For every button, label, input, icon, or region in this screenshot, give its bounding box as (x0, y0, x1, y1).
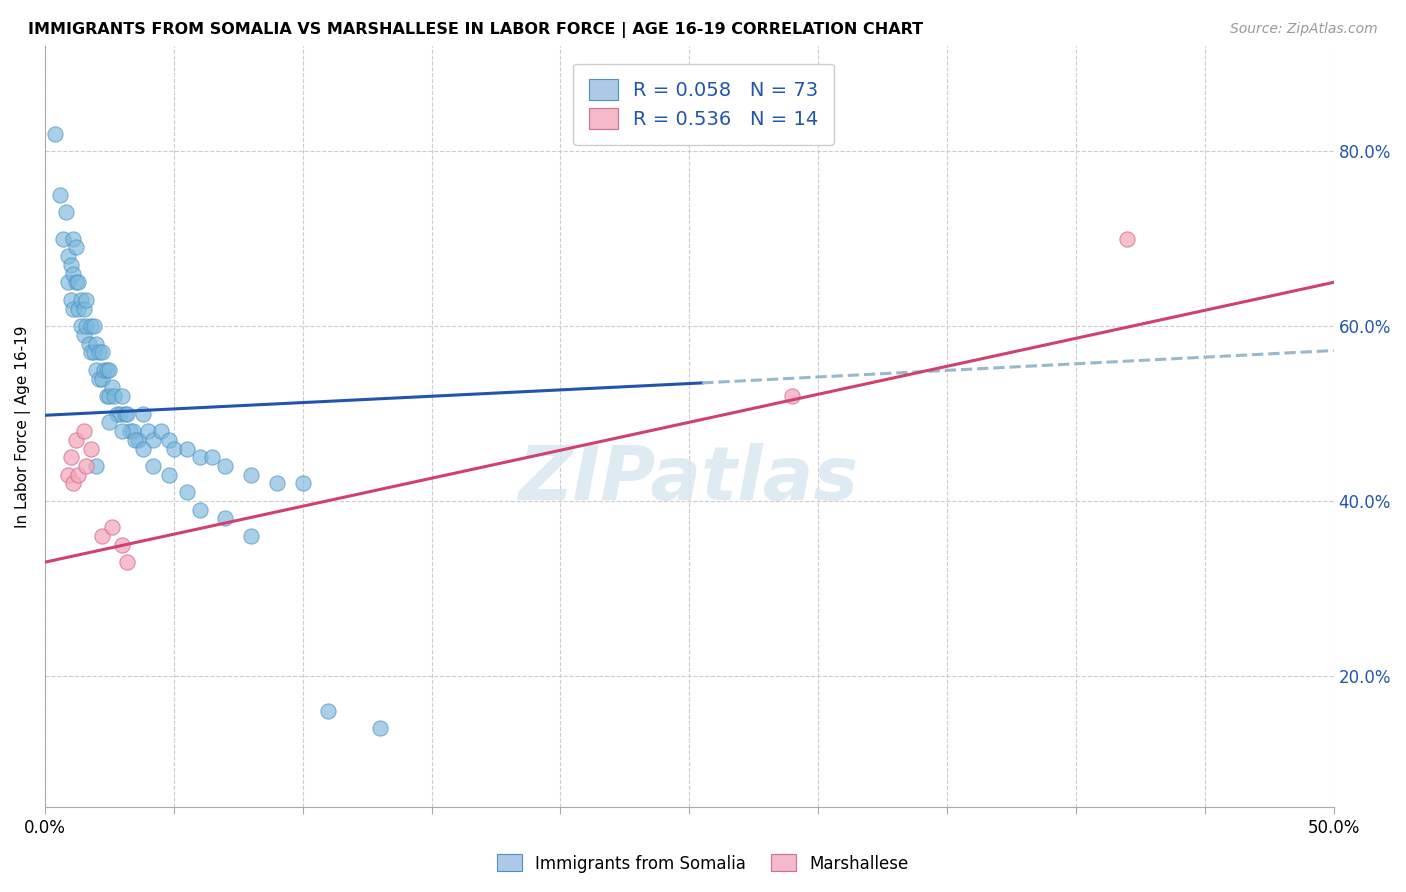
Point (65, 433, 87, 447)
Point (98, 363, 121, 377)
Point (90, 345, 112, 359)
Point (124, 433, 146, 447)
Point (67, 301, 90, 316)
Point (44, 127, 66, 141)
Point (157, 467, 180, 482)
Point (77, 336, 100, 351)
Point (108, 407, 131, 421)
Point (114, 407, 136, 421)
Point (93, 363, 115, 377)
Point (101, 520, 124, 534)
Point (240, 529, 263, 543)
Y-axis label: In Labor Force | Age 16-19: In Labor Force | Age 16-19 (15, 326, 31, 528)
Point (65, 240, 87, 254)
Point (121, 424, 143, 438)
Point (55, 205, 77, 219)
Point (136, 424, 159, 438)
Point (56, 249, 79, 263)
Point (368, 722, 391, 736)
Point (80, 442, 103, 456)
Point (83, 345, 105, 359)
Point (86, 363, 108, 377)
Point (75, 458, 97, 473)
Point (111, 389, 134, 403)
Point (90, 371, 112, 385)
Point (59, 258, 82, 272)
Point (127, 433, 149, 447)
Point (96, 389, 118, 403)
Legend: Immigrants from Somalia, Marshallese: Immigrants from Somalia, Marshallese (491, 847, 915, 880)
Point (56, 276, 79, 290)
Point (87, 345, 110, 359)
Point (142, 433, 165, 447)
Text: ZIPatlas: ZIPatlas (519, 443, 859, 516)
Point (214, 511, 236, 525)
Point (132, 407, 155, 421)
Point (62, 476, 84, 491)
Point (67, 276, 90, 290)
Point (111, 424, 134, 438)
Point (201, 450, 224, 465)
Point (62, 232, 84, 246)
Point (72, 424, 94, 438)
Point (96, 363, 118, 377)
Point (52, 232, 75, 246)
Point (59, 450, 82, 465)
Point (132, 442, 155, 456)
Point (70, 293, 93, 307)
Point (72, 327, 94, 342)
Text: Source: ZipAtlas.com: Source: ZipAtlas.com (1230, 22, 1378, 37)
Point (90, 529, 112, 543)
Point (86, 458, 108, 473)
Point (291, 476, 314, 491)
Point (62, 301, 84, 316)
Point (318, 704, 340, 718)
Point (75, 319, 97, 334)
Point (80, 345, 103, 359)
Point (56, 467, 79, 482)
Point (188, 450, 211, 465)
Point (105, 407, 128, 421)
Point (142, 458, 165, 473)
Point (188, 502, 211, 516)
Point (117, 407, 139, 421)
Point (87, 371, 110, 385)
Point (72, 301, 94, 316)
Legend: R = 0.058   N = 73, R = 0.536   N = 14: R = 0.058 N = 73, R = 0.536 N = 14 (574, 63, 834, 145)
Point (176, 442, 198, 456)
Point (62, 267, 84, 281)
Point (86, 336, 108, 351)
Point (118, 424, 141, 438)
Point (111, 538, 134, 552)
Point (163, 442, 186, 456)
Point (782, 389, 804, 403)
Point (98, 389, 121, 403)
Point (266, 476, 288, 491)
Point (83, 319, 105, 334)
Point (75, 293, 97, 307)
Point (49, 187, 72, 202)
Point (240, 467, 263, 482)
Point (59, 293, 82, 307)
Point (67, 467, 90, 482)
Point (101, 380, 124, 394)
Point (80, 319, 103, 334)
Point (157, 433, 180, 447)
Text: IMMIGRANTS FROM SOMALIA VS MARSHALLESE IN LABOR FORCE | AGE 16-19 CORRELATION CH: IMMIGRANTS FROM SOMALIA VS MARSHALLESE I… (28, 22, 924, 38)
Point (70, 319, 93, 334)
Point (117, 555, 139, 569)
Point (214, 458, 236, 473)
Point (176, 485, 198, 500)
Point (103, 389, 125, 403)
Point (98, 415, 121, 429)
Point (149, 424, 172, 438)
Point (65, 276, 87, 290)
Point (1116, 232, 1139, 246)
